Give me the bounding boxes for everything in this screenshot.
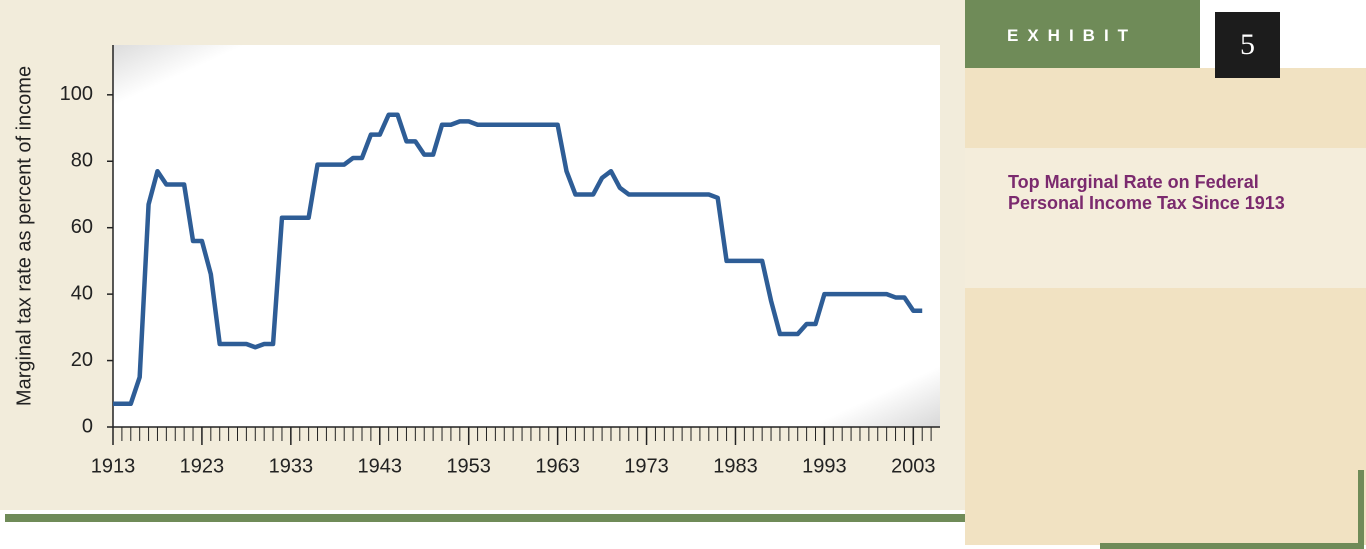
exhibit-number-box: 5	[1215, 12, 1280, 78]
plot-area	[113, 45, 940, 427]
x-tick-label: 1943	[358, 455, 403, 477]
x-tick-label: 1953	[446, 455, 491, 477]
panel-band	[965, 68, 1366, 148]
y-tick-label: 100	[60, 83, 93, 105]
chart-title: Top Marginal Rate on Federal Personal In…	[1008, 172, 1285, 213]
x-tick-label: 1963	[535, 455, 580, 477]
y-tick-label: 60	[71, 216, 93, 238]
y-tick-label: 80	[71, 150, 93, 172]
side-panel: EXHIBIT Top Marginal Rate on Federal Per…	[965, 0, 1366, 549]
exhibit-header: EXHIBIT	[965, 0, 1200, 68]
panel-band	[965, 288, 1366, 545]
x-tick-label: 1973	[624, 455, 669, 477]
y-tick-label: 0	[82, 415, 93, 437]
corner-rule	[1358, 470, 1364, 549]
x-tick-label: 1923	[180, 455, 225, 477]
y-tick-label: 40	[71, 282, 93, 304]
y-axis-label: Marginal tax rate as percent of income	[13, 66, 35, 406]
title-band: Top Marginal Rate on Federal Personal In…	[965, 148, 1366, 288]
y-tick-label: 20	[71, 349, 93, 371]
exhibit-number: 5	[1240, 28, 1255, 61]
x-tick-label: 1933	[269, 455, 314, 477]
x-tick-label: 1993	[802, 455, 847, 477]
corner-rule	[1100, 543, 1364, 549]
exhibit-label: EXHIBIT	[1007, 26, 1138, 45]
chart: Marginal tax rate as percent of income 0…	[13, 45, 940, 477]
data-line	[113, 112, 923, 406]
x-tick-label: 2003	[891, 455, 936, 477]
x-tick-label: 1913	[91, 455, 136, 477]
bottom-rule	[5, 514, 965, 522]
x-tick-label: 1983	[713, 455, 758, 477]
